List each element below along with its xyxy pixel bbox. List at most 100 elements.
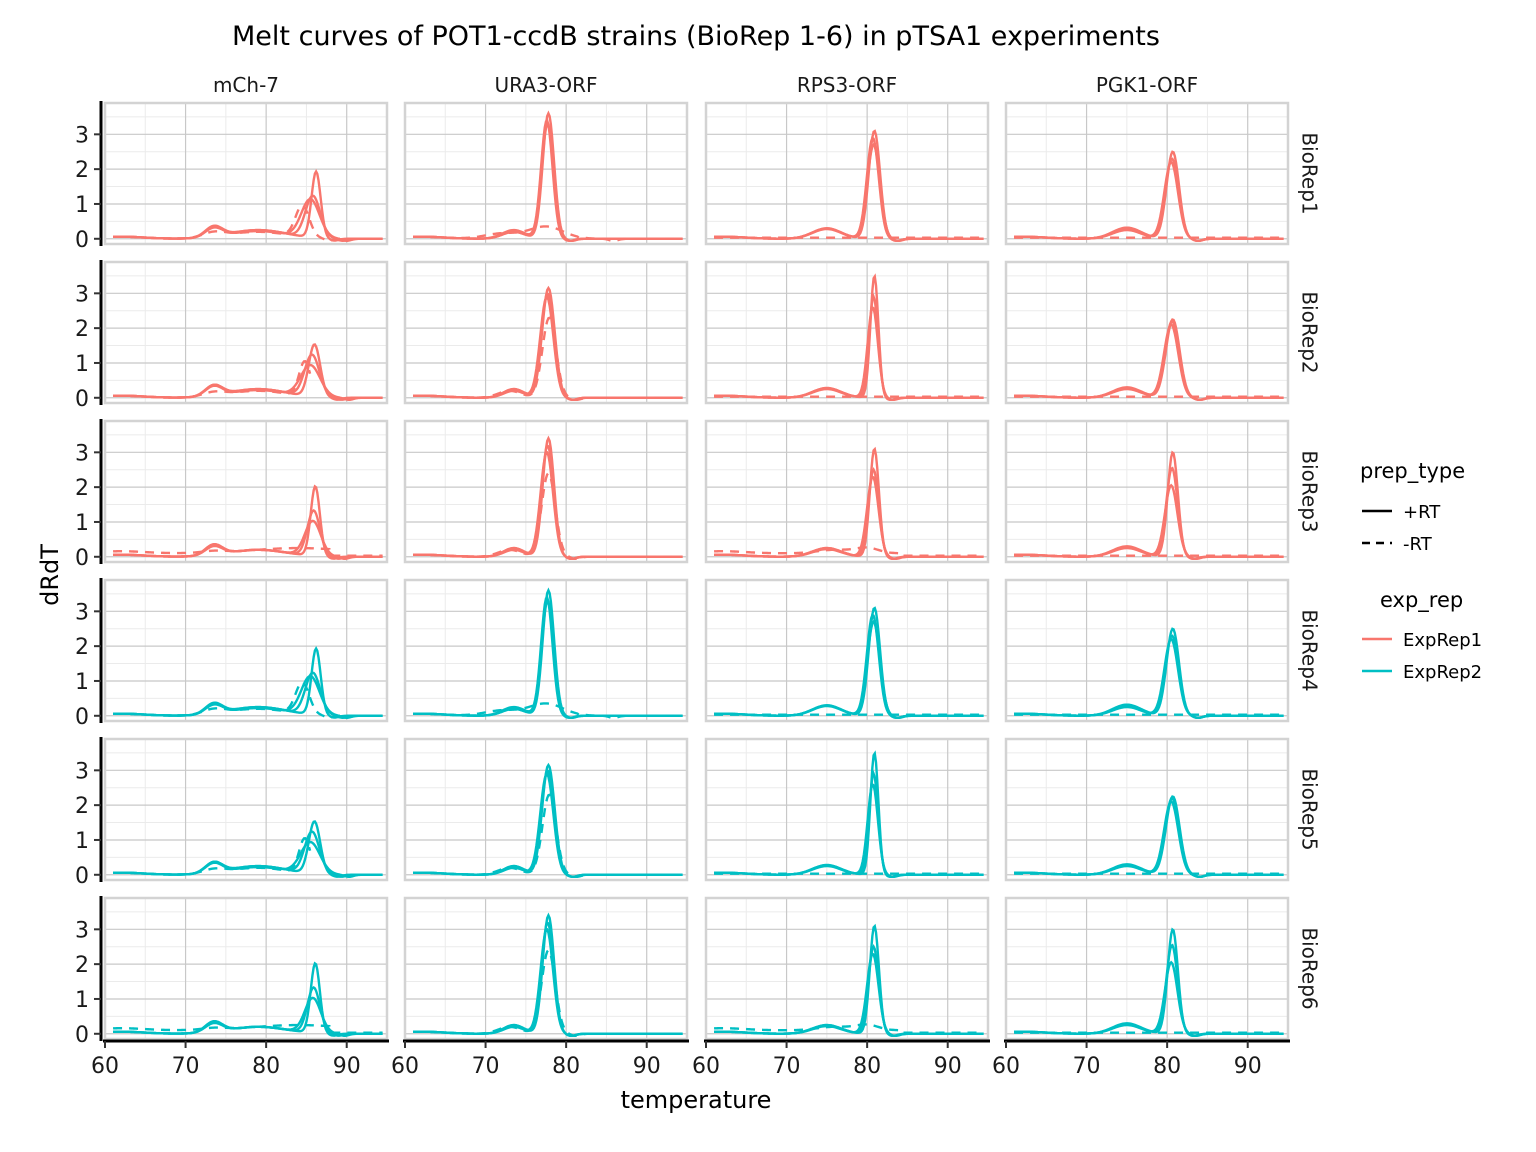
panel-URA3-ORF-BioRep2 bbox=[403, 260, 689, 405]
panel-background bbox=[706, 103, 988, 244]
row-strip-label: BioRep4 bbox=[1298, 609, 1322, 691]
panel-PGK1-ORF-BioRep1 bbox=[1004, 101, 1290, 246]
y-tick-label: 1 bbox=[75, 829, 89, 854]
curve-group bbox=[714, 273, 984, 402]
plus-rt-curve bbox=[714, 305, 984, 402]
panel-border bbox=[103, 896, 389, 1041]
x-tick-label: 70 bbox=[773, 1054, 801, 1079]
y-axis: 0 1 2 3 bbox=[75, 896, 103, 1048]
x-axis: 60 70 80 90 bbox=[91, 1039, 389, 1079]
row-strip-label: BioRep6 bbox=[1298, 927, 1322, 1009]
panel-background bbox=[1006, 262, 1288, 403]
plus-rt-curve bbox=[714, 136, 984, 243]
legend-title-prep-type: prep_type bbox=[1360, 459, 1465, 484]
panel-RPS3-ORF-BioRep4 bbox=[704, 578, 990, 723]
curve-group bbox=[714, 129, 984, 243]
row-strip-label: BioRep5 bbox=[1298, 768, 1322, 850]
plus-rt-curve bbox=[714, 952, 984, 1038]
panel-PGK1-ORF-BioRep6 bbox=[1004, 896, 1290, 1041]
panel-border bbox=[704, 101, 990, 246]
panel-border bbox=[103, 578, 389, 723]
panel-border bbox=[103, 419, 389, 564]
y-tick-label: 0 bbox=[75, 228, 89, 253]
curve-group bbox=[413, 435, 683, 561]
panel-border bbox=[103, 101, 389, 246]
y-tick-label: 3 bbox=[75, 918, 89, 943]
panel-mCh-7-BioRep2 bbox=[103, 260, 389, 405]
curve-group bbox=[1014, 627, 1284, 720]
plus-rt-curve bbox=[113, 840, 383, 879]
y-tick-label: 3 bbox=[75, 282, 89, 307]
x-tick-label: 90 bbox=[934, 1054, 962, 1079]
curve-group bbox=[1014, 450, 1284, 561]
panel-PGK1-ORF-BioRep4 bbox=[1004, 578, 1290, 723]
panel-PGK1-ORF-BioRep3 bbox=[1004, 419, 1290, 564]
panel-RPS3-ORF-BioRep6 bbox=[704, 896, 990, 1041]
panel-background bbox=[706, 262, 988, 403]
panel-background bbox=[706, 421, 988, 562]
panel-border bbox=[403, 260, 689, 405]
chart-title: Melt curves of POT1-ccdB strains (BioRep… bbox=[232, 21, 1160, 52]
plus-rt-curve bbox=[1014, 800, 1284, 879]
curve-group bbox=[113, 484, 383, 560]
minus-rt-curve bbox=[413, 793, 683, 879]
curve-group bbox=[113, 820, 383, 879]
plus-rt-curve bbox=[413, 118, 683, 243]
panel-border bbox=[103, 260, 389, 405]
column-strip-label: PGK1-ORF bbox=[1096, 73, 1198, 97]
y-tick-label: 0 bbox=[75, 864, 89, 889]
y-tick-label: 1 bbox=[75, 670, 89, 695]
curve-group bbox=[714, 750, 984, 879]
panel-RPS3-ORF-BioRep3 bbox=[704, 419, 990, 564]
x-axis-label: temperature bbox=[621, 1086, 772, 1114]
curve-group bbox=[113, 961, 383, 1037]
plus-rt-curve bbox=[714, 475, 984, 561]
column-strip-label: URA3-ORF bbox=[494, 73, 597, 97]
panel-border bbox=[1004, 578, 1290, 723]
panel-border bbox=[704, 419, 990, 564]
panel-RPS3-ORF-BioRep5 bbox=[704, 737, 990, 882]
x-tick-label: 70 bbox=[1073, 1054, 1101, 1079]
legend: prep_type +RT -RT exp_rep ExpRep1 ExpRep2 bbox=[1360, 459, 1482, 683]
y-axis-label: dRdT bbox=[36, 544, 64, 606]
panel-background bbox=[105, 262, 387, 403]
y-tick-label: 0 bbox=[75, 1023, 89, 1048]
panel-mCh-7-BioRep6 bbox=[103, 896, 389, 1041]
y-tick-label: 0 bbox=[75, 705, 89, 730]
row-strip-label: BioRep1 bbox=[1298, 132, 1322, 214]
x-tick-label: 70 bbox=[472, 1054, 500, 1079]
panel-PGK1-ORF-BioRep2 bbox=[1004, 260, 1290, 405]
plus-rt-curve bbox=[1014, 637, 1284, 720]
y-tick-label: 2 bbox=[75, 953, 89, 978]
plus-rt-curve bbox=[1014, 960, 1284, 1038]
legend-label: +RT bbox=[1403, 502, 1441, 523]
plus-rt-curve bbox=[413, 450, 683, 561]
plus-rt-curve bbox=[413, 595, 683, 720]
plus-rt-curve bbox=[113, 996, 383, 1037]
curve-group bbox=[1014, 927, 1284, 1038]
x-tick-label: 80 bbox=[252, 1054, 280, 1079]
curve-group bbox=[413, 285, 683, 402]
panel-background bbox=[1006, 898, 1288, 1039]
panel-border bbox=[1004, 896, 1290, 1041]
panel-URA3-ORF-BioRep3 bbox=[403, 419, 689, 564]
plus-rt-curve bbox=[1014, 483, 1284, 561]
axes-layer: BioRep1 0 1 2 3 BioRep2 0 1 2 3 BioRep3 0 1 2 3 BioRep4… bbox=[75, 73, 1322, 1079]
plus-rt-curve bbox=[413, 927, 683, 1038]
panel-border bbox=[704, 578, 990, 723]
x-tick-label: 80 bbox=[853, 1054, 881, 1079]
curve-group bbox=[113, 168, 383, 242]
legend-label: ExpRep2 bbox=[1403, 662, 1482, 683]
panel-mCh-7-BioRep3 bbox=[103, 419, 389, 564]
plus-rt-curve bbox=[1014, 160, 1284, 243]
y-tick-label: 1 bbox=[75, 988, 89, 1013]
panel-border bbox=[403, 419, 689, 564]
x-tick-label: 60 bbox=[391, 1054, 419, 1079]
x-axis: 60 70 80 90 bbox=[992, 1039, 1290, 1079]
curve-group bbox=[714, 446, 984, 561]
curve-group bbox=[113, 645, 383, 719]
curve-group bbox=[1014, 318, 1284, 402]
panel-background bbox=[706, 580, 988, 721]
panel-background bbox=[1006, 103, 1288, 244]
